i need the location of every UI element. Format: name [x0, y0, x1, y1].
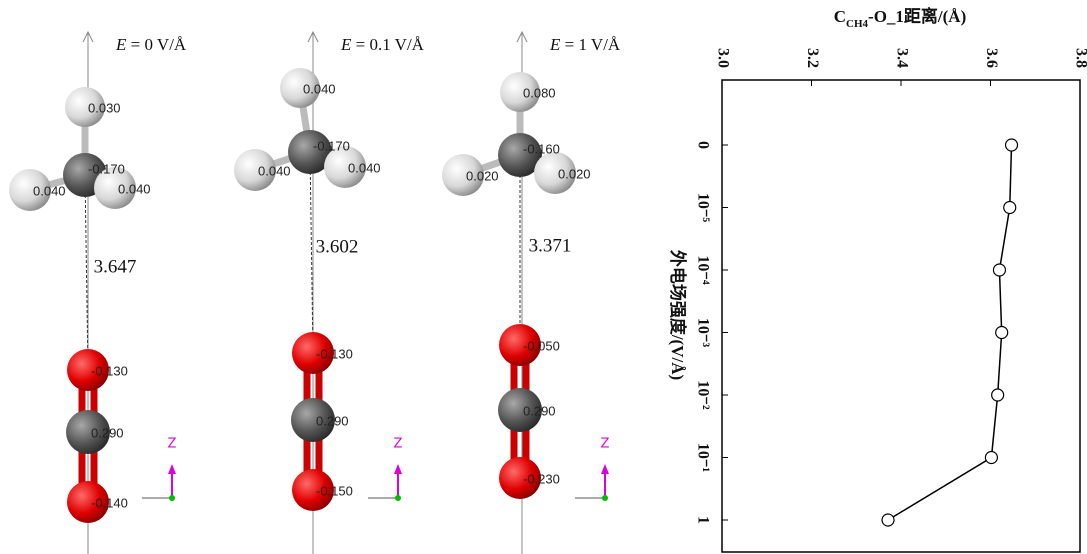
y-tick-label: 1: [694, 516, 711, 524]
data-point: [1004, 202, 1016, 214]
charge-label: 0.040: [118, 181, 151, 196]
x-tick-label: 3.4: [893, 48, 910, 68]
charge-label: 0.030: [88, 100, 121, 115]
charge-label: 0.040: [258, 163, 291, 178]
y-axis-title: 外电场强度/(V/Å): [668, 250, 688, 380]
field-text: = 1 V/Å: [565, 35, 621, 54]
data-point: [985, 452, 997, 464]
x-axis-title-rest: -O_1距离/(Å): [868, 6, 966, 26]
y-tick-label: 10⁻¹: [694, 443, 711, 472]
charge-label: -0.140: [91, 495, 128, 510]
x-axis-title: CCH4-O_1距离/(Å): [834, 6, 967, 30]
charge-label: 0.020: [466, 168, 499, 183]
field-text: = 0.1 V/Å: [356, 35, 425, 54]
x-tick-label: 3.0: [714, 48, 731, 68]
data-point: [993, 264, 1005, 276]
charge-label: 0.040: [348, 160, 381, 175]
field-label: E = 1 V/Å: [549, 35, 621, 54]
x-tick-label: 3.2: [804, 48, 821, 68]
gizmo-z-head: [168, 464, 176, 474]
gizmo-origin: [602, 495, 608, 501]
charge-label: 0.290: [523, 403, 556, 418]
gizmo-origin: [169, 495, 175, 501]
x-axis-title-sub: CH4: [846, 18, 869, 30]
data-point: [882, 514, 894, 526]
x-tick-label: 3.8: [1072, 48, 1087, 68]
charge-label: -0.170: [313, 138, 350, 153]
y-tick-label: 0: [694, 141, 711, 149]
charge-label: -0.150: [316, 483, 353, 498]
figure: E = 0 V/Å 0.030 -0.170 0.040 0.040 -0.130 0.29…: [0, 0, 1087, 554]
y-tick-label: 10⁻³: [694, 318, 711, 347]
field-symbol: E: [115, 35, 127, 54]
charge-label: -0.130: [316, 346, 353, 361]
charge-label: -0.160: [523, 141, 560, 156]
gizmo-axis-label: Z: [168, 437, 177, 452]
field-symbol: E: [549, 35, 561, 54]
gizmo-axis-label: Z: [394, 437, 403, 452]
charge-label: -0.170: [88, 161, 125, 176]
charge-label: 0.290: [316, 413, 349, 428]
y-tick-label: 10⁻²: [694, 380, 711, 409]
charge-label: -0.050: [523, 338, 560, 353]
x-axis-title-main: C: [834, 7, 846, 26]
charge-label: 0.040: [33, 183, 66, 198]
gizmo-z-head: [601, 464, 609, 474]
gizmo-origin: [395, 495, 401, 501]
charge-label: 0.290: [91, 425, 124, 440]
gizmo-axis-label: Z: [601, 437, 610, 452]
charge-label: 0.080: [523, 85, 556, 100]
field-text: = 0 V/Å: [131, 35, 187, 54]
y-tick-label: 10⁻⁵: [694, 193, 711, 222]
data-point: [1006, 139, 1018, 151]
field-label: E = 0 V/Å: [115, 35, 187, 54]
gizmo-z-head: [394, 464, 402, 474]
x-tick-label: 3.6: [983, 48, 1000, 68]
field-label: E = 0.1 V/Å: [340, 35, 425, 54]
charge-label: 0.020: [558, 166, 591, 181]
charge-label: 0.040: [303, 81, 336, 96]
field-symbol: E: [340, 35, 352, 54]
charge-label: -0.230: [523, 471, 560, 486]
y-tick-label: 10⁻⁴: [694, 255, 711, 284]
plot-frame: [722, 80, 1080, 552]
distance-label: 3.647: [94, 256, 137, 277]
distance-label: 3.371: [529, 235, 572, 256]
charge-label: -0.130: [91, 363, 128, 378]
distance-label: 3.602: [316, 236, 359, 257]
data-point: [992, 389, 1004, 401]
data-point: [996, 327, 1008, 339]
